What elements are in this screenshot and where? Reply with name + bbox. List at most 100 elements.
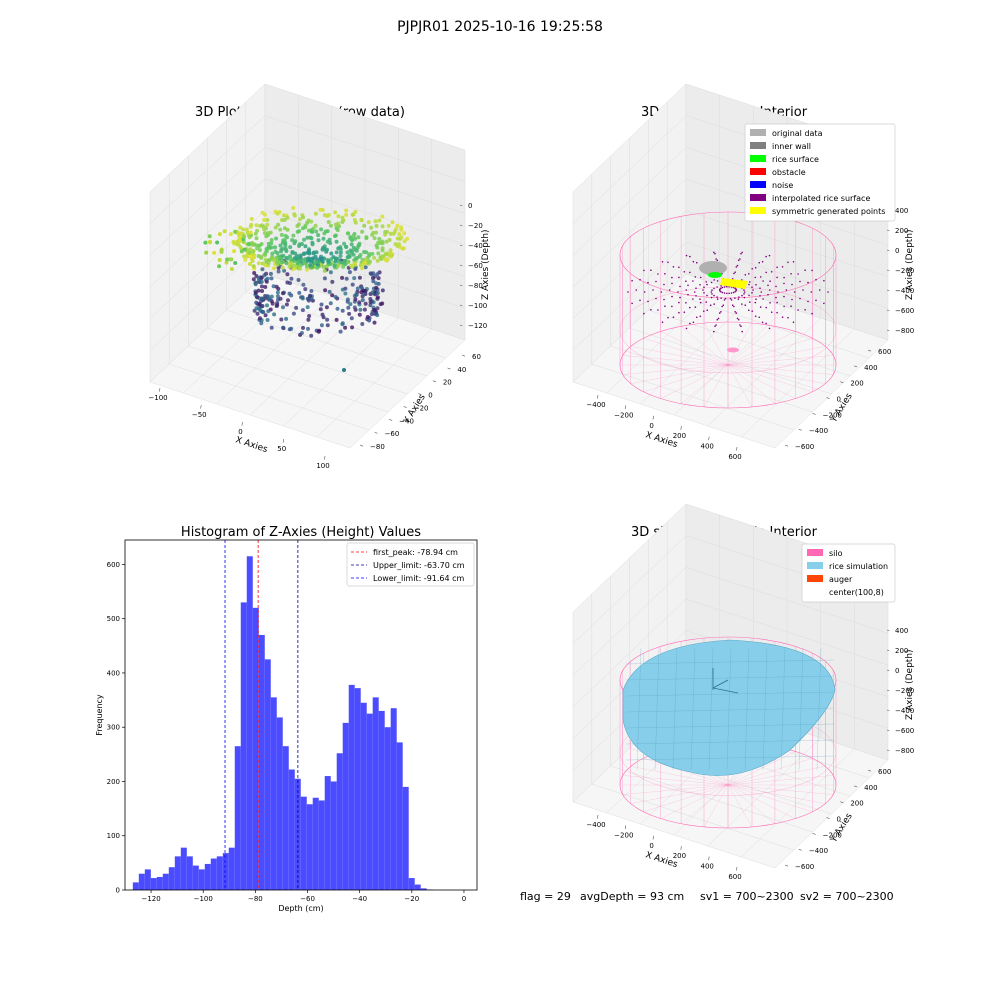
interpolated-point — [715, 258, 717, 260]
panel-histogram: Histogram of Z-Axies (Height) Values −12… — [95, 525, 478, 913]
interpolated-point — [657, 309, 659, 311]
plot-frame — [124, 539, 478, 891]
histogram-bar — [396, 742, 403, 890]
histogram-bar — [330, 781, 337, 890]
interpolated-point — [672, 266, 675, 268]
interpolated-point — [716, 296, 718, 298]
z-ticks: 400 200 0 −200 −400 −600 −800 — [886, 207, 914, 335]
tick-label: −40 — [399, 417, 414, 425]
data-point — [231, 239, 236, 244]
silo-spoke — [727, 346, 826, 366]
panel-simulation: 3D simulation of Silo Interior −400−2000… — [572, 503, 915, 881]
data-point — [380, 246, 385, 251]
y-axis-label: Y Axies — [829, 391, 855, 425]
interpolated-point — [716, 298, 719, 300]
interpolated-point — [765, 322, 767, 325]
tick-label: −40 — [468, 242, 483, 250]
gridline — [741, 328, 855, 438]
data-point — [257, 243, 262, 248]
data-point — [300, 226, 305, 231]
data-point — [284, 302, 289, 307]
data-point — [373, 308, 377, 313]
data-point — [372, 255, 377, 260]
interpolated-point — [775, 285, 777, 288]
data-point — [282, 238, 287, 243]
data-point — [255, 228, 260, 233]
interpolated-point — [739, 258, 741, 260]
tick-mark — [886, 229, 890, 232]
interpolated-point — [748, 273, 750, 275]
interpolated-point — [815, 299, 817, 302]
data-point — [330, 279, 335, 284]
data-point — [270, 251, 275, 256]
silo-spoke — [622, 355, 729, 366]
y-axis-label: Frequency — [95, 694, 104, 736]
surface-mesh-line — [654, 647, 660, 771]
interpolated-point — [740, 325, 742, 328]
data-point — [291, 233, 296, 238]
histogram-bar — [288, 769, 295, 890]
tick-mark — [389, 419, 393, 421]
data-point — [275, 251, 280, 256]
interpolated-point — [755, 284, 757, 286]
interpolated-point — [693, 291, 696, 293]
data-point — [328, 270, 333, 275]
data-point — [256, 261, 261, 266]
interpolated-point — [714, 252, 716, 255]
data-point — [242, 234, 247, 239]
legend-frame — [346, 542, 475, 587]
histogram-bar — [378, 710, 385, 890]
interpolated-point — [761, 321, 764, 324]
data-point — [368, 297, 373, 301]
data-point — [301, 282, 306, 287]
interpolated-point — [768, 254, 771, 257]
data-point — [297, 290, 302, 295]
interpolated-point — [703, 286, 705, 289]
interpolated-point — [770, 311, 773, 314]
tick-mark — [374, 431, 378, 434]
interpolated-point — [730, 299, 733, 301]
tick-label: 200 — [673, 432, 686, 440]
interpolated-point — [699, 284, 701, 286]
interpolated-point — [734, 271, 736, 274]
data-point — [362, 307, 367, 312]
interpolated-point — [663, 298, 665, 301]
tick-label: 0 — [895, 247, 899, 255]
interpolated-point — [716, 259, 719, 262]
data-point — [340, 308, 345, 313]
data-point — [363, 301, 368, 306]
data-point — [340, 215, 345, 220]
interpolated-point — [776, 266, 778, 269]
tick-mark — [418, 393, 422, 396]
interpolated-point — [643, 291, 646, 293]
interpolated-point — [783, 282, 785, 285]
tick-mark — [798, 848, 802, 851]
data-point — [269, 276, 274, 281]
data-point — [372, 236, 377, 241]
data-point — [288, 254, 292, 259]
tick-mark — [854, 785, 858, 788]
data-point — [348, 236, 353, 241]
interpolated-point — [720, 285, 722, 287]
data-point — [271, 258, 276, 262]
data-point — [265, 218, 270, 222]
data-point — [325, 323, 330, 328]
data-point — [352, 276, 357, 281]
interpolated-point — [696, 261, 698, 264]
tick-mark — [886, 669, 890, 672]
silo-spoke — [643, 338, 729, 366]
interpolated-point — [744, 274, 747, 276]
interpolated-point — [671, 305, 673, 308]
histogram-bar — [228, 847, 235, 890]
x-ticks: −100 −50 0 50 100 — [148, 387, 330, 470]
data-point — [317, 328, 322, 333]
data-point — [274, 236, 279, 241]
data-point — [283, 233, 288, 238]
tick-mark — [680, 846, 682, 850]
interpolated-point — [720, 287, 722, 290]
data-point — [287, 291, 292, 296]
histogram-bar — [270, 697, 277, 890]
interpolated-point — [643, 269, 645, 272]
y-tick-label: 100 — [107, 832, 120, 840]
